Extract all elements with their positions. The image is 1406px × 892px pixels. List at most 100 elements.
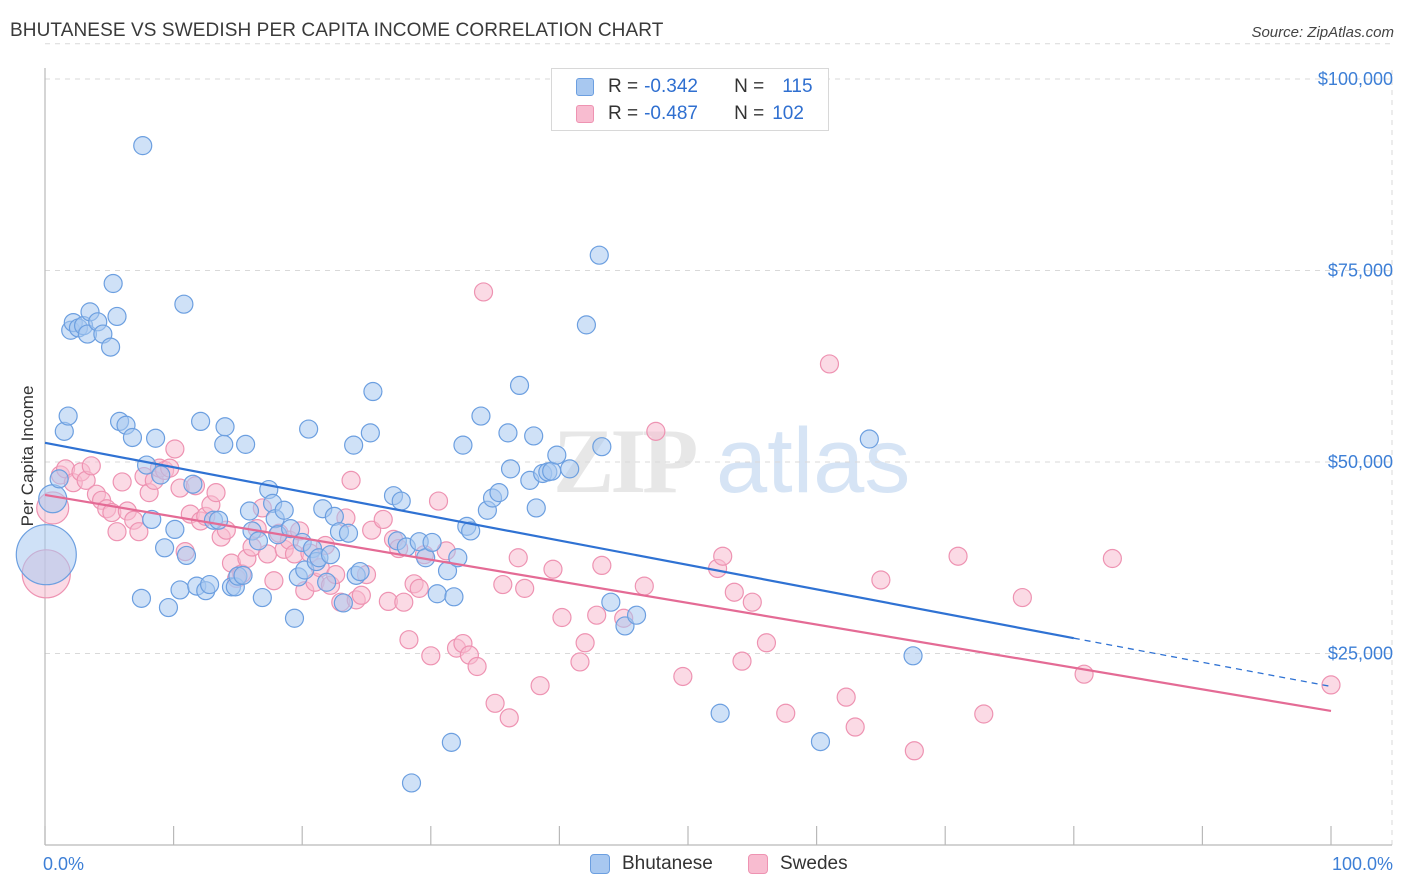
y-tick-label: $50,000	[1328, 452, 1393, 472]
bhutanese-point	[317, 572, 337, 592]
swedes-point	[107, 522, 127, 542]
legend-n-value: 115	[782, 76, 813, 97]
bhutanese-point	[133, 136, 153, 156]
bhutanese-trend-line	[44, 441, 1075, 640]
swedes-point	[129, 522, 149, 542]
swedes-point	[756, 633, 777, 653]
swedes-point	[341, 470, 361, 490]
y-axis-label: Per Capita Income	[18, 386, 37, 527]
bhutanese-point	[200, 574, 220, 595]
legend-n-label: N =	[734, 76, 765, 97]
bhutanese-point	[391, 491, 411, 511]
bhutanese-point	[49, 469, 69, 489]
bhutanese-points	[15, 136, 923, 793]
bhutanese-point	[448, 548, 468, 568]
bhutanese-point	[248, 531, 269, 551]
bhutanese-point	[122, 427, 143, 448]
legend-r-value: -0.342	[644, 76, 698, 97]
bhutanese-point	[174, 294, 194, 314]
bhutanese-point	[299, 419, 319, 439]
bhutanese-point	[489, 483, 509, 503]
bhutanese-point	[500, 459, 521, 479]
swedes-point	[473, 282, 494, 302]
y-tick-label: $75,000	[1328, 261, 1393, 281]
swedes-point	[1012, 587, 1032, 608]
bhutanese-point	[592, 437, 612, 457]
bottom-legend-label: Bhutanese	[622, 853, 713, 874]
swedes-point	[974, 704, 994, 724]
bhutanese-point	[284, 608, 305, 628]
swedes-point	[836, 687, 856, 707]
swedes-point	[409, 578, 429, 598]
bhutanese-point	[542, 461, 562, 481]
swedes-point	[264, 571, 284, 591]
bhutanese-point	[236, 434, 256, 454]
bhutanese-point	[576, 315, 597, 335]
bhutanese-point	[401, 773, 422, 793]
bhutanese-point	[526, 498, 546, 518]
chart-title: BHUTANESE VS SWEDISH PER CAPITA INCOME C…	[10, 20, 664, 41]
swedes-point	[845, 717, 865, 737]
bhutanese-point	[142, 509, 162, 530]
swedes-point	[1321, 675, 1341, 695]
swedes-point	[713, 546, 733, 566]
swedes-point	[373, 509, 393, 530]
bhutanese-point	[441, 732, 461, 752]
swedes-point	[351, 585, 371, 605]
swedes-trend-line	[44, 493, 1332, 713]
bottom-legend-bhutanese: Bhutanese	[590, 851, 713, 877]
bhutanese-point	[100, 337, 121, 357]
swedes-point	[81, 456, 101, 476]
bhutanese-point	[209, 510, 229, 530]
bhutanese-point	[281, 519, 301, 539]
swedes-point	[948, 546, 968, 566]
swedes-point	[493, 574, 513, 595]
bhutanese-point	[601, 592, 621, 612]
swedes-point	[515, 578, 535, 598]
swedes-point	[399, 630, 419, 650]
correlation-legend: R = -0.342 N = 115 R = -0.487 N = 102	[551, 68, 829, 131]
bhutanese-point	[471, 406, 491, 426]
bhutanese-point	[560, 459, 580, 479]
bhutanese-point	[154, 538, 175, 558]
bhutanese-point	[422, 532, 442, 553]
bhutanese-point	[107, 306, 127, 327]
swedes-point	[871, 570, 891, 590]
legend-r-value: -0.487	[644, 103, 698, 124]
bhutanese-point	[131, 588, 152, 608]
bhutanese-point	[158, 597, 179, 618]
bhutanese-point	[274, 500, 294, 520]
bhutanese-point	[427, 584, 447, 604]
swedes-point	[575, 633, 595, 653]
watermark-zip: ZIP	[553, 410, 696, 512]
swedes-point	[673, 666, 693, 687]
swedes-point	[543, 559, 563, 579]
bhutanese-point	[363, 381, 383, 402]
bhutanese-trend-extension	[1073, 637, 1332, 688]
legend-r-label: R =	[608, 103, 639, 124]
swedes-point	[485, 693, 505, 713]
swedes-point	[904, 741, 924, 761]
legend-swatch-blue	[576, 78, 594, 96]
swedes-point	[732, 651, 752, 671]
bhutanese-point	[103, 273, 123, 294]
bhutanese-point	[183, 474, 203, 494]
swedes-point	[1102, 548, 1122, 569]
x-tick-label: 0.0%	[43, 854, 84, 874]
swedes-point	[724, 582, 744, 602]
legend-row-bhutanese: R = -0.342 N = 115	[576, 75, 813, 99]
bhutanese-point	[333, 593, 353, 613]
swedes-point	[776, 703, 796, 723]
bhutanese-point	[524, 426, 544, 446]
swedes-point	[421, 646, 441, 666]
swedes-point	[592, 555, 612, 576]
swedes-point	[206, 483, 226, 503]
bhutanese-point	[233, 565, 253, 585]
swedes-point	[112, 472, 132, 492]
bottom-legend-swedes: Swedes	[748, 851, 848, 877]
bottom-swatch-pink	[748, 854, 768, 874]
tick-labels: $25,000 $50,000 $75,000 $100,000 0.0% 100.0%	[43, 69, 1393, 874]
x-tick-label: 100.0%	[1332, 854, 1393, 874]
legend-r-label: R =	[608, 76, 639, 97]
swedes-point	[467, 656, 487, 677]
